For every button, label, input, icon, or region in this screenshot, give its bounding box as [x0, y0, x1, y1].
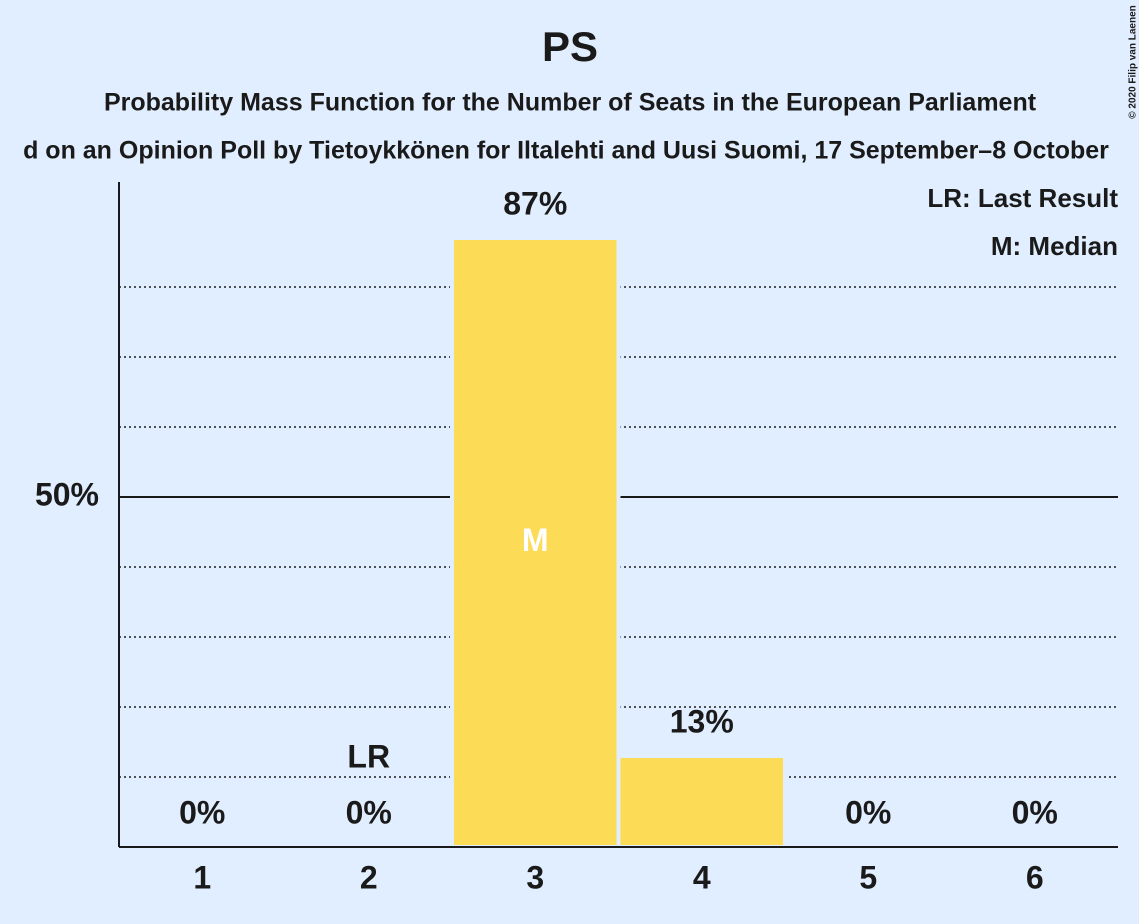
value-label: 87%	[503, 185, 567, 221]
legend-entry: LR: Last Result	[927, 183, 1118, 213]
x-tick-label: 2	[360, 859, 378, 895]
chart-subtitle: d on an Opinion Poll by Tietoykkönen for…	[23, 137, 1109, 165]
value-label: 13%	[670, 703, 734, 739]
chart-subtitle: Probability Mass Function for the Number…	[104, 89, 1037, 117]
x-tick-label: 6	[1026, 859, 1044, 895]
annotation: LR	[347, 738, 390, 774]
copyright: © 2020 Filip van Laenen	[1128, 5, 1139, 119]
x-tick-label: 4	[693, 859, 711, 895]
bar	[450, 236, 621, 849]
value-label: 0%	[845, 794, 891, 830]
value-label: 0%	[1012, 794, 1058, 830]
x-tick-label: 1	[193, 859, 211, 895]
legend-entry: M: Median	[991, 231, 1118, 261]
annotation: M	[522, 522, 549, 558]
value-label: 0%	[179, 794, 225, 830]
bar	[616, 754, 787, 849]
x-tick-label: 3	[526, 859, 544, 895]
value-label: 0%	[346, 794, 392, 830]
y-tick-label: 50%	[35, 476, 99, 512]
x-tick-label: 5	[859, 859, 877, 895]
chart-title: PS	[542, 23, 598, 70]
